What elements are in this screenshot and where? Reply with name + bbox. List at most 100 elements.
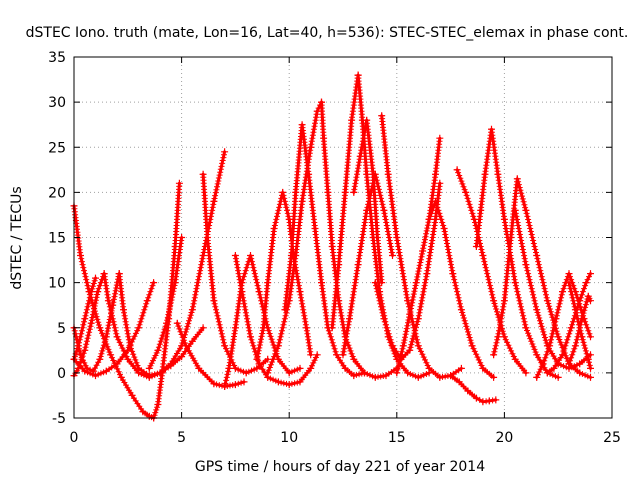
plus-markers bbox=[350, 117, 385, 283]
data-point bbox=[102, 333, 110, 341]
data-point bbox=[285, 369, 293, 377]
data-point bbox=[492, 396, 500, 404]
data-point bbox=[231, 324, 239, 332]
series-26 bbox=[447, 372, 500, 406]
data-point bbox=[550, 364, 558, 372]
data-point bbox=[298, 197, 306, 205]
data-point bbox=[139, 408, 147, 416]
data-point bbox=[513, 175, 521, 183]
data-point bbox=[576, 369, 584, 377]
data-point bbox=[264, 355, 272, 363]
series-30 bbox=[511, 206, 594, 372]
data-point bbox=[274, 342, 282, 350]
data-point bbox=[378, 112, 386, 120]
data-point bbox=[296, 378, 304, 386]
data-point bbox=[582, 279, 590, 287]
data-point bbox=[135, 369, 143, 377]
data-point bbox=[135, 324, 143, 332]
data-point bbox=[472, 243, 480, 250]
data-point bbox=[488, 125, 495, 133]
data-point bbox=[173, 319, 181, 327]
data-point bbox=[404, 297, 412, 305]
data-point bbox=[533, 252, 541, 259]
series-20 bbox=[350, 116, 386, 287]
data-point bbox=[81, 367, 89, 375]
series-14 bbox=[253, 188, 315, 363]
data-point bbox=[539, 360, 547, 368]
data-point bbox=[449, 270, 457, 278]
data-point bbox=[500, 297, 508, 305]
data-point bbox=[543, 369, 551, 377]
data-point bbox=[242, 369, 250, 377]
data-point bbox=[406, 310, 414, 318]
series-line bbox=[513, 208, 592, 370]
data-point bbox=[414, 315, 422, 323]
data-point bbox=[253, 364, 261, 372]
data-point bbox=[296, 364, 304, 372]
y-axis-label: dSTEC / TECUs bbox=[9, 186, 25, 289]
data-series-group bbox=[70, 71, 594, 422]
data-point bbox=[104, 297, 112, 305]
data-point bbox=[423, 270, 431, 278]
data-point bbox=[490, 373, 498, 381]
series-31 bbox=[533, 270, 594, 381]
data-point bbox=[328, 324, 336, 332]
series-7 bbox=[100, 148, 229, 381]
data-point bbox=[221, 148, 229, 156]
data-point bbox=[399, 342, 407, 350]
data-point bbox=[453, 166, 461, 174]
data-point bbox=[380, 315, 388, 323]
data-point bbox=[113, 333, 121, 341]
data-point bbox=[576, 360, 584, 368]
data-point bbox=[311, 225, 319, 232]
data-point bbox=[231, 364, 239, 372]
data-point bbox=[238, 288, 246, 296]
data-point bbox=[178, 353, 186, 361]
x-tick-label: 0 bbox=[70, 430, 79, 446]
data-point bbox=[305, 170, 313, 178]
y-tick-label: 10 bbox=[48, 276, 66, 292]
data-point bbox=[253, 355, 261, 363]
data-point bbox=[341, 188, 349, 196]
data-point bbox=[559, 288, 566, 296]
data-point bbox=[210, 197, 218, 205]
series-2 bbox=[150, 179, 183, 422]
data-point bbox=[270, 225, 278, 232]
data-point bbox=[210, 380, 218, 388]
data-point bbox=[255, 288, 263, 296]
y-tick-label: 35 bbox=[48, 50, 66, 66]
data-point bbox=[171, 279, 179, 287]
data-point bbox=[479, 364, 487, 372]
data-point bbox=[455, 378, 463, 386]
data-point bbox=[247, 333, 254, 341]
data-point bbox=[81, 315, 89, 323]
data-point bbox=[500, 333, 508, 341]
x-axis-label: GPS time / hours of day 221 of year 2014 bbox=[195, 459, 485, 475]
data-point bbox=[113, 360, 121, 368]
data-point bbox=[92, 372, 99, 380]
series-27 bbox=[453, 166, 530, 377]
data-point bbox=[543, 297, 551, 305]
data-point bbox=[199, 170, 207, 178]
data-point bbox=[490, 297, 498, 305]
data-point bbox=[571, 306, 579, 314]
data-point bbox=[432, 215, 439, 223]
data-point bbox=[156, 369, 164, 377]
data-point bbox=[87, 288, 95, 296]
data-point bbox=[371, 170, 379, 178]
data-point bbox=[324, 188, 332, 196]
y-tick-label: 15 bbox=[48, 231, 66, 247]
data-point bbox=[128, 391, 136, 399]
x-tick-label: 25 bbox=[603, 430, 621, 446]
data-point bbox=[117, 373, 125, 381]
data-point bbox=[511, 206, 519, 214]
data-point bbox=[259, 324, 267, 332]
series-18 bbox=[328, 71, 362, 332]
data-point bbox=[587, 297, 594, 305]
data-point bbox=[384, 170, 392, 178]
data-point bbox=[145, 373, 153, 381]
data-point bbox=[500, 215, 508, 223]
data-point bbox=[447, 372, 455, 380]
series-28 bbox=[472, 125, 562, 381]
